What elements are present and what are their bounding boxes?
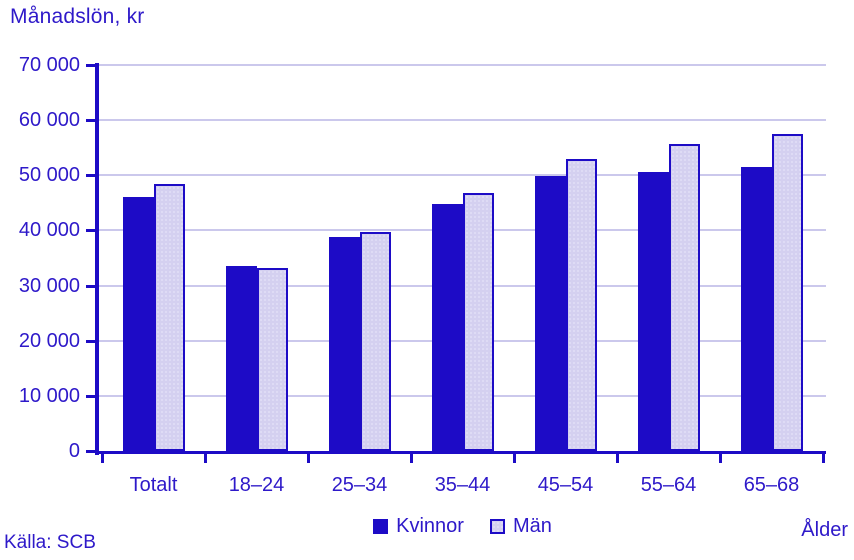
bar-män-35–44 bbox=[462, 193, 494, 451]
bar-män-45–54 bbox=[565, 158, 597, 451]
chart-title: Månadslön, kr bbox=[10, 5, 145, 28]
bar-män-Totalt bbox=[153, 184, 185, 451]
y-tick-label-20000: 20 000 bbox=[18, 329, 80, 352]
y-tick-70000 bbox=[86, 64, 95, 67]
x-category-label-35–44: 35–44 bbox=[434, 474, 491, 496]
man-swatch-icon bbox=[489, 519, 505, 534]
gridline-60000 bbox=[99, 119, 826, 122]
x-category-label-45–54: 45–54 bbox=[537, 474, 594, 496]
x-category-label-18–24: 18–24 bbox=[228, 474, 285, 496]
x-category-label-Totalt: Totalt bbox=[129, 474, 178, 496]
y-tick-label-30000: 30 000 bbox=[18, 274, 80, 297]
y-tick-label-70000: 70 000 bbox=[18, 54, 80, 76]
bar-män-25–34 bbox=[359, 232, 391, 451]
bar-kvinnor-25–34 bbox=[328, 237, 360, 451]
bar-kvinnor-18–24 bbox=[225, 265, 257, 451]
y-tick-label-0: 0 bbox=[68, 440, 80, 462]
legend-label-kvinnor: Kvinnor bbox=[396, 515, 464, 537]
x-tick-6 bbox=[719, 451, 722, 463]
x-category-label-55–64: 55–64 bbox=[640, 474, 697, 496]
y-axis bbox=[95, 63, 99, 455]
y-tick-30000 bbox=[86, 284, 95, 288]
x-axis-title: Ålder bbox=[801, 519, 848, 541]
bar-kvinnor-45–54 bbox=[534, 175, 566, 451]
bar-män-55–64 bbox=[668, 143, 700, 451]
y-tick-0 bbox=[86, 450, 95, 453]
bar-kvinnor-65–68 bbox=[740, 167, 772, 451]
y-tick-60000 bbox=[86, 119, 95, 123]
kvinnor-swatch-icon bbox=[373, 519, 389, 534]
x-tick-4 bbox=[513, 451, 516, 463]
y-tick-40000 bbox=[86, 229, 95, 233]
x-tick-7 bbox=[822, 451, 825, 463]
x-category-label-65–68: 65–68 bbox=[743, 474, 800, 496]
x-tick-5 bbox=[616, 451, 619, 463]
bar-kvinnor-55–64 bbox=[637, 171, 669, 451]
x-tick-2 bbox=[307, 451, 310, 463]
gridline-50000 bbox=[99, 174, 826, 177]
legend-label-man: Män bbox=[512, 515, 552, 537]
x-tick-0 bbox=[101, 451, 104, 463]
y-tick-10000 bbox=[86, 394, 95, 398]
x-tick-1 bbox=[204, 451, 207, 463]
y-tick-label-60000: 60 000 bbox=[18, 109, 80, 132]
legend-item-kvinnor: Kvinnor bbox=[373, 515, 464, 538]
y-tick-label-10000: 10 000 bbox=[18, 384, 80, 407]
source-text: Källa: SCB bbox=[4, 532, 96, 553]
x-axis bbox=[95, 451, 826, 454]
y-tick-label-50000: 50 000 bbox=[18, 164, 80, 187]
bar-män-18–24 bbox=[256, 268, 288, 451]
bar-kvinnor-Totalt bbox=[122, 196, 154, 451]
x-tick-3 bbox=[410, 451, 413, 463]
x-category-label-25–34: 25–34 bbox=[331, 474, 388, 496]
gridline-70000 bbox=[99, 64, 826, 66]
bar-kvinnor-35–44 bbox=[431, 203, 463, 451]
bar-män-65–68 bbox=[771, 133, 803, 451]
legend: Kvinnor Män bbox=[99, 515, 826, 538]
y-tick-label-40000: 40 000 bbox=[18, 219, 80, 242]
y-tick-20000 bbox=[86, 339, 95, 343]
legend-item-man: Män bbox=[489, 515, 552, 538]
y-tick-50000 bbox=[86, 174, 95, 178]
